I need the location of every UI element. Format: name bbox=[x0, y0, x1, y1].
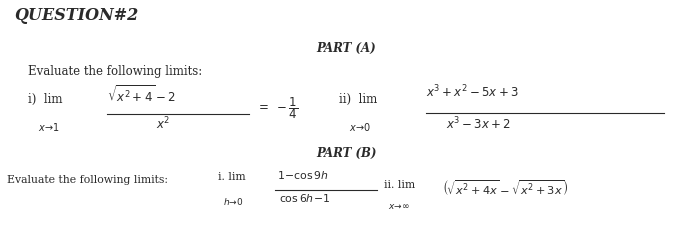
Text: Evaluate the following limits:: Evaluate the following limits: bbox=[7, 174, 168, 184]
Text: $h\!\rightarrow\!0$: $h\!\rightarrow\!0$ bbox=[223, 195, 244, 206]
Text: PART (A): PART (A) bbox=[316, 42, 376, 55]
Text: $x^2$: $x^2$ bbox=[156, 116, 170, 132]
Text: $=\ -\dfrac{1}{4}$: $=\ -\dfrac{1}{4}$ bbox=[256, 95, 298, 120]
Text: i)  lim: i) lim bbox=[28, 92, 62, 105]
Text: QUESTION#2: QUESTION#2 bbox=[14, 7, 138, 24]
Text: Evaluate the following limits:: Evaluate the following limits: bbox=[28, 65, 202, 78]
Text: PART (B): PART (B) bbox=[316, 147, 376, 160]
Text: ii. lim: ii. lim bbox=[384, 179, 415, 189]
Text: $x^3-3x+2$: $x^3-3x+2$ bbox=[446, 116, 511, 132]
Text: $x\!\rightarrow\!\infty$: $x\!\rightarrow\!\infty$ bbox=[388, 201, 410, 210]
Text: $\sqrt{x^2+4}-2$: $\sqrt{x^2+4}-2$ bbox=[107, 84, 176, 105]
Text: $\cos 6h\!-\!1$: $\cos 6h\!-\!1$ bbox=[279, 191, 331, 203]
Text: ii)  lim: ii) lim bbox=[339, 92, 377, 105]
Text: i. lim: i. lim bbox=[218, 171, 246, 181]
Text: $x\!\rightarrow\!1$: $x\!\rightarrow\!1$ bbox=[38, 120, 60, 132]
Text: $\!\left(\sqrt{x^2+4x}-\sqrt{x^2+3x}\right)$: $\!\left(\sqrt{x^2+4x}-\sqrt{x^2+3x}\rig… bbox=[443, 177, 568, 196]
Text: $1\!-\!\cos 9h$: $1\!-\!\cos 9h$ bbox=[277, 169, 329, 181]
Text: $x\!\rightarrow\!0$: $x\!\rightarrow\!0$ bbox=[349, 120, 372, 132]
Text: $x^3+x^2-5x+3$: $x^3+x^2-5x+3$ bbox=[426, 83, 518, 100]
